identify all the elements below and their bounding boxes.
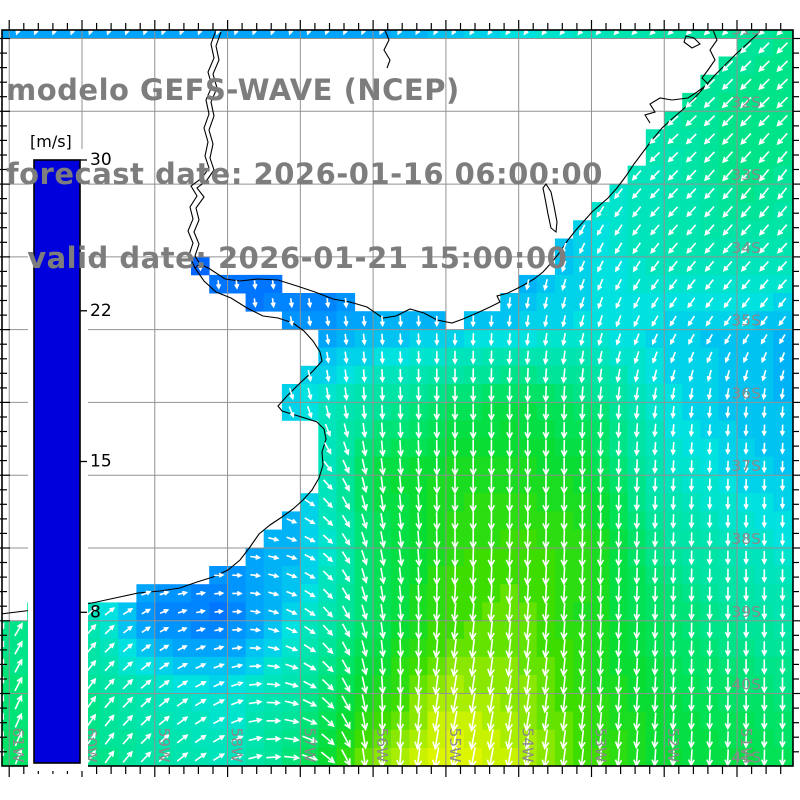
svg-text:38S: 38S bbox=[731, 530, 761, 548]
geo-labels-layer: 31S32S33S34S35S36S37S38S39S40S41S61W60W5… bbox=[9, 21, 761, 766]
svg-text:58W: 58W bbox=[228, 727, 246, 762]
svg-text:61W: 61W bbox=[9, 727, 27, 762]
svg-text:40S: 40S bbox=[731, 676, 761, 694]
svg-text:56W: 56W bbox=[373, 727, 391, 762]
svg-text:41S: 41S bbox=[731, 748, 761, 766]
svg-text:57W: 57W bbox=[300, 727, 318, 762]
svg-text:32S: 32S bbox=[731, 93, 761, 111]
svg-text:33S: 33S bbox=[731, 166, 761, 184]
svg-text:51W: 51W bbox=[737, 727, 755, 762]
wind-arrows-layer bbox=[2, 30, 789, 766]
svg-text:15: 15 bbox=[90, 452, 112, 472]
svg-text:30: 30 bbox=[90, 150, 112, 170]
svg-text:53W: 53W bbox=[592, 727, 610, 762]
svg-text:8: 8 bbox=[90, 602, 101, 622]
svg-text:36S: 36S bbox=[731, 384, 761, 402]
colorbar-unit-label: [m/s] bbox=[30, 132, 72, 151]
svg-text:54W: 54W bbox=[519, 727, 537, 762]
svg-text:39S: 39S bbox=[731, 603, 761, 621]
svg-text:55W: 55W bbox=[446, 727, 464, 762]
svg-text:52W: 52W bbox=[664, 727, 682, 762]
svg-text:59W: 59W bbox=[155, 727, 173, 762]
svg-text:35S: 35S bbox=[731, 312, 761, 330]
svg-text:31S: 31S bbox=[731, 21, 761, 39]
svg-text:22: 22 bbox=[90, 301, 112, 321]
colorbar: [m/s] 30 22 15 8 bbox=[28, 132, 112, 771]
axes-layer bbox=[0, 20, 800, 777]
svg-text:37S: 37S bbox=[731, 457, 761, 475]
graticule-layer bbox=[2, 30, 793, 766]
svg-text:34S: 34S bbox=[731, 239, 761, 257]
